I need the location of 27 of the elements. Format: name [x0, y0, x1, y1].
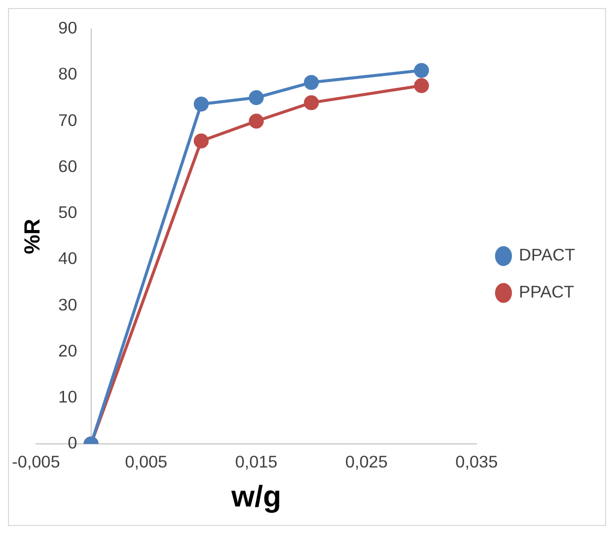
point	[414, 62, 429, 78]
y-tick-label: 70	[58, 110, 78, 130]
y-tick-label: 40	[58, 249, 78, 268]
legend-label: DPACT	[518, 246, 576, 265]
point	[414, 78, 429, 94]
legend-label: PPACT	[518, 282, 574, 302]
point	[248, 90, 264, 106]
x-tick-label: 0,035	[455, 452, 498, 472]
point	[304, 95, 319, 110]
y-tick-label: 50	[58, 203, 78, 222]
x-tick-label: 0,005	[124, 452, 168, 472]
point	[194, 134, 209, 148]
x-axis-title: w/g	[230, 480, 282, 514]
y-tick-label: 10	[58, 387, 78, 406]
y-tick-label: 90	[58, 18, 78, 38]
y-axis-title: %R	[19, 218, 44, 254]
y-tick-label: 20	[58, 341, 78, 360]
y-tick-label: 60	[58, 156, 78, 176]
x-tick-label: -0,005	[12, 452, 60, 472]
y-tick-label: 80	[58, 64, 78, 84]
y-tick-label: 0	[68, 434, 78, 453]
point	[194, 96, 209, 112]
point	[304, 74, 319, 90]
y-tick-label: 30	[58, 295, 78, 314]
point	[248, 114, 264, 129]
x-tick-label: 0,025	[345, 452, 388, 472]
x-tick-label: 0,015	[235, 452, 278, 472]
